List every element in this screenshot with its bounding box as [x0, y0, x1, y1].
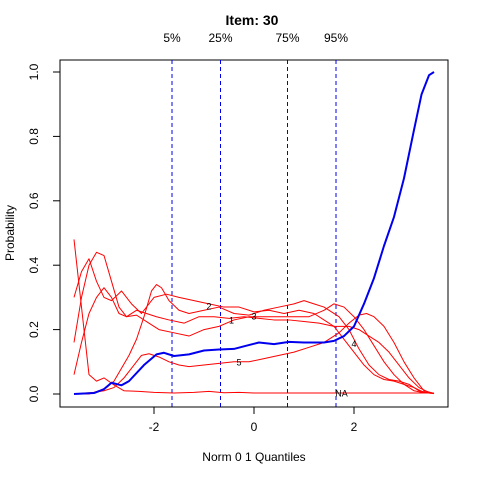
y-tick-label-0: 0.0 [27, 385, 41, 402]
series-line-curve-f [73, 313, 435, 395]
y-tick-label-1: 0.2 [27, 321, 41, 338]
curve-label-0: 1 [229, 316, 234, 326]
y-tick-label-4: 0.8 [27, 128, 41, 145]
y-axis-label: Probability [3, 205, 17, 261]
x-axis-label: Norm 0 1 Quantiles [202, 450, 305, 464]
quantile-label-3: 95% [324, 31, 348, 45]
curve-label-5: NA [335, 388, 348, 398]
series-line-curve-d [73, 287, 435, 394]
y-tick-label-2: 0.4 [27, 257, 41, 274]
quantile-label-2: 75% [275, 31, 299, 45]
curve-label-2: 3 [251, 312, 256, 322]
series-line-key [73, 71, 435, 395]
curve-label-4: 5 [236, 357, 241, 367]
series-line-curve-b [73, 258, 435, 394]
quantile-label-1: 25% [208, 31, 232, 45]
quantile-lines [171, 60, 337, 407]
series-line-curve-c [73, 251, 435, 394]
series-layer [73, 71, 435, 395]
x-axis: -2 0 2 [149, 406, 358, 434]
x-tick-label-0: -2 [149, 420, 160, 434]
y-tick-label-3: 0.6 [27, 192, 41, 209]
x-tick-label-1: 0 [251, 420, 258, 434]
plot-frame [59, 59, 449, 408]
series-line-curve-e [74, 284, 435, 395]
annotation-layer: 1 2 3 4 5 NA [206, 301, 356, 398]
y-axis: 0.0 0.2 0.4 0.6 0.8 1.0 [27, 63, 61, 402]
curve-label-3: 4 [351, 339, 356, 349]
x-tick-label-2: 2 [351, 420, 358, 434]
quantile-label-0: 5% [163, 31, 181, 45]
series-line-curve-a [73, 239, 434, 394]
quantile-labels: 5% 25% 75% 95% [163, 31, 348, 45]
y-tick-label-5: 1.0 [27, 63, 41, 80]
curve-label-1: 2 [206, 301, 211, 311]
chart-title: Item: 30 [226, 12, 279, 28]
